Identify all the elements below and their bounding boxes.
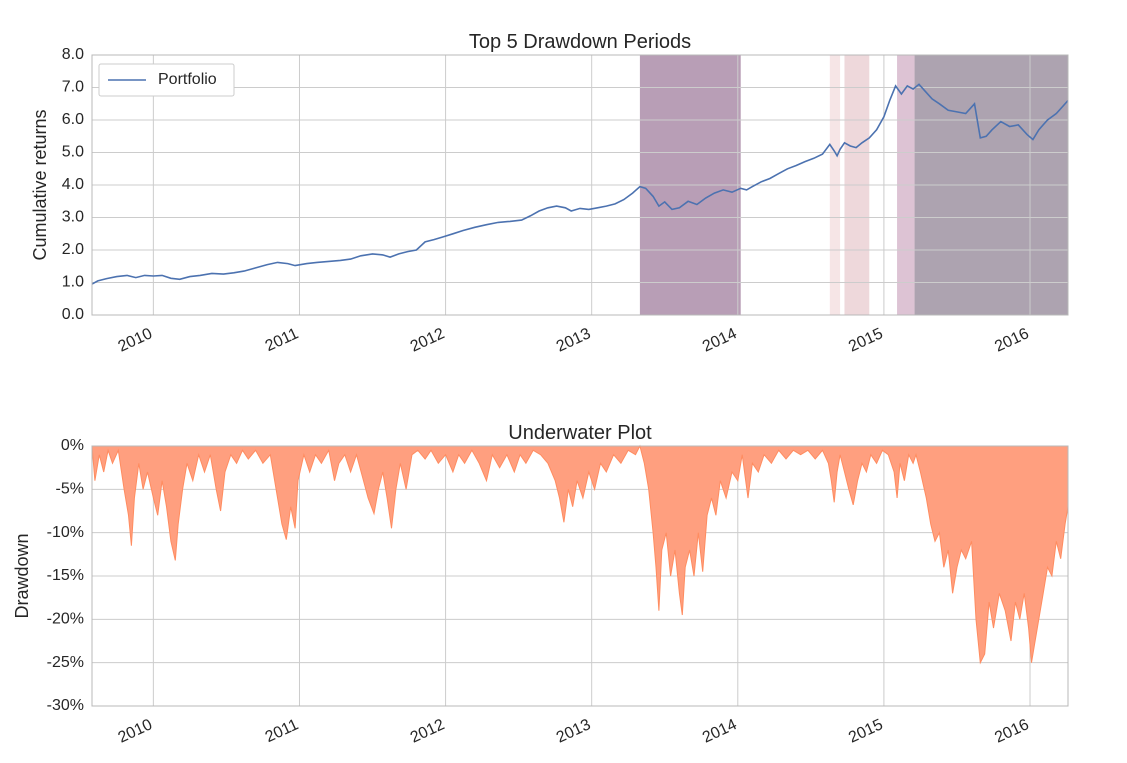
bottom-y-tick-labels: 0% -5% -10% -15% -20% -25% -30% — [47, 437, 84, 714]
bottom-y-tick-label: -15% — [47, 567, 84, 584]
bottom-y-tick-label: -10% — [47, 524, 84, 541]
top-y-tick-label: 3.0 — [62, 209, 84, 226]
bottom-y-axis-label: Drawdown — [12, 533, 32, 618]
top-y-tick-labels: 0.0 1.0 2.0 3.0 4.0 5.0 6.0 7.0 8.0 — [62, 46, 84, 323]
top-y-tick-label: 0.0 — [62, 306, 84, 323]
top-y-tick-label: 1.0 — [62, 274, 84, 291]
top-frame — [91, 54, 1069, 316]
top-drawdowns-panel: 0.01.02.03.04.05.06.07.08.0 2010 2011 2012… — [30, 31, 1069, 356]
bottom-frame — [91, 445, 1069, 707]
bottom-y-tick-label: -30% — [47, 697, 84, 714]
legend-box — [98, 63, 235, 97]
top-chart-title: Top 5 Drawdown Periods — [469, 31, 691, 53]
underwater-panel: 0%-5%-10%-15%-20%-25%-30% 2010 2011 2012 20… — [12, 422, 1069, 747]
underwater-area — [91, 444, 1069, 665]
top-y-tick-label: 8.0 — [62, 46, 84, 63]
top-y-tick-label: 6.0 — [62, 111, 84, 128]
top-y-tick-label: 7.0 — [62, 79, 84, 96]
top-y-axis-label: Cumulative returns — [30, 109, 50, 260]
top-y-tick-label: 5.0 — [62, 144, 84, 161]
bottom-y-tick-label: -25% — [47, 654, 84, 671]
bottom-y-tick-label: -5% — [56, 481, 84, 498]
bottom-y-tick-label: -20% — [47, 611, 84, 628]
top-y-tick-label: 4.0 — [62, 176, 84, 193]
top-y-tick-label: 2.0 — [62, 241, 84, 258]
bottom-y-tick-label: 0% — [61, 437, 84, 454]
legend: Portfolio — [98, 63, 235, 97]
portfolio-line — [91, 83, 1069, 285]
bottom-chart-title: Underwater Plot — [508, 422, 652, 444]
legend-label-portfolio: Portfolio — [158, 71, 217, 88]
